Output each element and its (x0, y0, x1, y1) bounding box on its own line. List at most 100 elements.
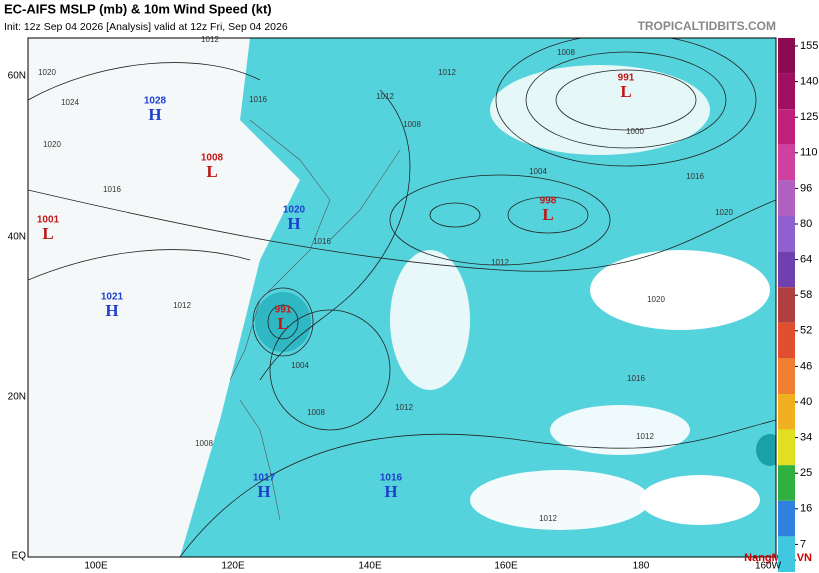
colorbar-label: 64 (800, 254, 812, 266)
colorbar-swatch (778, 536, 795, 572)
colorbar-label: 7 (800, 538, 806, 550)
storm-core (756, 434, 776, 466)
isobar-label: 1008 (307, 408, 325, 417)
colorbar-swatch (778, 144, 795, 181)
center-value: 1021 (101, 292, 124, 303)
colorbar: 155 140 125 110 96 80 64 58 52 46 40 34 25 16 7 (778, 38, 818, 572)
isobar-label: 1020 (715, 208, 733, 217)
land-calm (28, 38, 300, 557)
colorbar-swatch (778, 109, 795, 145)
calm-area (590, 250, 770, 330)
calm-area (550, 405, 690, 455)
center-value: 1016 (380, 473, 403, 484)
lat-label: 20N (8, 392, 26, 403)
isobar-label: 1016 (249, 95, 267, 104)
center-value: 998 (540, 196, 557, 207)
center-value: 1017 (253, 473, 276, 484)
colorbar-label: 46 (800, 360, 812, 372)
isobars (28, 38, 776, 557)
coastlines (229, 119, 401, 521)
calm-area (490, 65, 710, 155)
isobar-label: 1012 (438, 68, 456, 77)
source: TROPICALTIDBITS.COM (638, 19, 776, 33)
colorbar-label: 96 (800, 182, 812, 194)
colorbar-swatch (778, 251, 795, 288)
init-line: Init: 12z Sep 04 2026 [Analysis] valid a… (4, 21, 288, 33)
colorbar-swatch (778, 216, 795, 252)
isobar-label: 1008 (557, 48, 575, 57)
colorbar-swatch (778, 38, 795, 74)
isobar-label: 1024 (61, 98, 79, 107)
isobar-label: 1004 (291, 361, 309, 370)
lon-label: 180 (633, 561, 650, 572)
isobar-label: 1020 (647, 295, 665, 304)
colorbar-swatch (778, 287, 795, 323)
isobar-label: 1020 (43, 140, 61, 149)
colorbar-label: 34 (800, 432, 812, 444)
colorbar-label: 52 (800, 325, 812, 337)
center-letter: H (287, 214, 300, 233)
colorbar-label: 110 (800, 147, 818, 159)
center-value: 991 (618, 73, 635, 84)
isobar-label: 1004 (529, 167, 547, 176)
colorbar-swatch (778, 358, 795, 394)
center-letter: L (542, 205, 553, 224)
center-letter: L (206, 162, 217, 181)
map-field (28, 38, 776, 557)
colorbar-swatch (778, 394, 795, 430)
colorbar-label: 80 (800, 218, 812, 230)
colorbar-swatch (778, 322, 795, 359)
isobar-label: 1012 (636, 432, 654, 441)
lon-label: 160W (755, 561, 782, 572)
lat-label: 40N (8, 232, 26, 243)
isobar-label: 1012 (395, 403, 413, 412)
isobar-label: 1012 (201, 35, 219, 44)
isobar-label: 1000 (626, 127, 644, 136)
center-value: 1028 (144, 96, 167, 107)
colorbar-swatch (778, 465, 795, 501)
isobar-label: 1016 (313, 237, 331, 246)
isobar-label: 1016 (103, 185, 121, 194)
lon-label: 100E (84, 561, 108, 572)
center-letter: H (384, 482, 397, 501)
title: EC-AIFS MSLP (mb) & 10m Wind Speed (kt) (4, 1, 272, 16)
isobar-label: 1008 (195, 439, 213, 448)
calm-area (640, 475, 760, 525)
calm-area (390, 250, 470, 390)
colorbar-swatch (778, 180, 795, 216)
center-letter: H (148, 105, 161, 124)
isobar-label: 1008 (403, 120, 421, 129)
colorbar-label: 25 (800, 467, 812, 479)
lat-label: EQ (12, 551, 27, 562)
colorbar-swatch (778, 500, 795, 537)
lon-label: 140E (358, 561, 382, 572)
colorbar-label: 16 (800, 503, 812, 515)
center-letter: L (620, 82, 631, 101)
isobar-label: 1012 (491, 258, 509, 267)
lon-label: 120E (221, 561, 245, 572)
center-value: 1008 (201, 153, 224, 164)
center-value: 991 (275, 305, 292, 316)
isobar-label: 1016 (627, 374, 645, 383)
center-value: 1020 (283, 205, 306, 216)
colorbar-swatch (778, 73, 795, 110)
center-value: 1001 (37, 215, 60, 226)
center-letter: H (257, 482, 270, 501)
isobar-label: 1020 (38, 68, 56, 77)
isobar-label: 1012 (173, 301, 191, 310)
colorbar-swatch (778, 429, 795, 466)
map-frame (27, 37, 777, 558)
isobar-label: 1012 (376, 92, 394, 101)
colorbar-label: 40 (800, 396, 812, 408)
colorbar-label: 155 (800, 40, 818, 52)
center-letter: H (105, 301, 118, 320)
center-letter: L (277, 314, 288, 333)
isobar-label: 1016 (686, 172, 704, 181)
colorbar-label: 125 (800, 111, 818, 123)
lon-label: 160E (494, 561, 518, 572)
lat-label: 60N (8, 71, 26, 82)
colorbar-label: 140 (800, 76, 818, 88)
isobar-label: 1012 (539, 514, 557, 523)
storm-core (255, 292, 311, 352)
